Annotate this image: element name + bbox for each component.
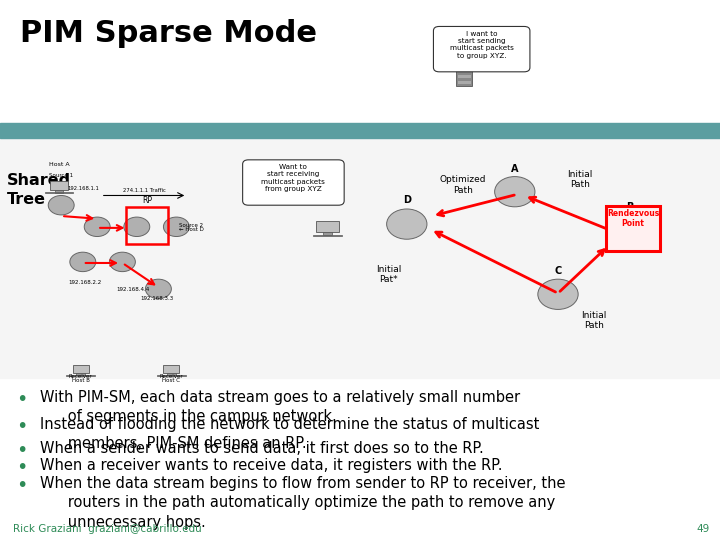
Bar [66,375,95,376]
Bar [458,75,471,78]
Text: Shared
Tree: Shared Tree [7,173,71,207]
Text: Want to
start receiving
multicast packets
from group XYZ: Want to start receiving multicast packet… [261,164,325,192]
Text: C: C [554,266,562,276]
Text: Instead of flooding the network to determine the status of multicast
      membe: Instead of flooding the network to deter… [40,417,539,451]
Bar [50,181,68,190]
Text: Source 1: Source 1 [49,173,73,178]
FancyBboxPatch shape [606,206,660,251]
Circle shape [48,195,74,215]
Text: PIM Sparse Mode: PIM Sparse Mode [20,19,318,48]
Text: D: D [402,195,411,205]
FancyBboxPatch shape [243,160,344,205]
Text: When a sender wants to send data, it first does so to the RP.: When a sender wants to send data, it fir… [40,441,483,456]
Text: B: B [626,201,634,212]
Circle shape [70,252,96,272]
Bar [55,190,63,193]
Text: Receiver: Receiver [160,374,183,379]
Circle shape [495,177,535,207]
Text: Initial
Path: Initial Path [581,310,607,330]
Circle shape [109,252,135,272]
Text: With PIM-SM, each data stream goes to a relatively small number
      of segment: With PIM-SM, each data stream goes to a … [40,390,520,424]
Bar [76,373,85,375]
Text: Initial
Pat*: Initial Pat* [376,265,402,284]
Circle shape [124,217,150,237]
Text: Source 2: Source 2 [179,223,203,228]
Bar [458,68,471,71]
Text: 49: 49 [696,523,709,534]
Circle shape [610,214,650,245]
Text: Host B: Host B [72,379,89,383]
Text: A: A [511,164,518,174]
Text: 192.168.1.1: 192.168.1.1 [67,186,99,191]
Text: Rendezvous
Point: Rendezvous Point [607,209,659,228]
Circle shape [145,279,171,299]
Bar [157,375,186,376]
Text: Initial
Path: Initial Path [567,170,593,190]
Text: Receiver: Receiver [69,374,92,379]
Text: 192.168.3.3: 192.168.3.3 [140,296,174,301]
Circle shape [84,217,110,237]
Bar [0,138,720,378]
Bar [323,232,332,235]
Bar [126,207,168,244]
Text: Host C: Host C [162,379,180,383]
Circle shape [387,209,427,239]
Circle shape [163,217,189,237]
Text: •: • [16,476,27,495]
Bar [45,192,73,193]
Bar [167,373,176,375]
Text: I want to
start sending
multicast packets
to group XYZ.: I want to start sending multicast packet… [450,31,513,58]
Bar [163,365,179,373]
Bar [313,235,342,236]
Text: 192.168.2.2: 192.168.2.2 [68,280,102,285]
Text: 192.168.4.4: 192.168.4.4 [117,287,150,292]
Text: When the data stream begins to flow from sender to RP to receiver, the
      rou: When the data stream begins to flow from… [40,476,565,530]
Text: When a receiver wants to receive data, it registers with the RP.: When a receiver wants to receive data, i… [40,458,502,473]
Text: 274.1.1.1 Traffic: 274.1.1.1 Traffic [122,188,166,193]
Bar [458,81,471,84]
Text: •: • [16,390,27,409]
Text: Host A: Host A [49,163,69,167]
Circle shape [538,279,578,309]
Bar [0,123,720,138]
Text: RP: RP [142,195,152,205]
Text: •: • [16,417,27,436]
Bar [456,65,472,86]
Text: Rick Graziani  graziani@cabrillo.edu: Rick Graziani graziani@cabrillo.edu [13,523,202,534]
Text: •: • [16,458,27,477]
Text: Optimized
Path: Optimized Path [440,176,486,195]
Text: ← Host D: ← Host D [179,227,204,232]
Bar [316,221,339,232]
Text: •: • [16,441,27,460]
Bar [73,365,89,373]
FancyBboxPatch shape [433,26,530,72]
